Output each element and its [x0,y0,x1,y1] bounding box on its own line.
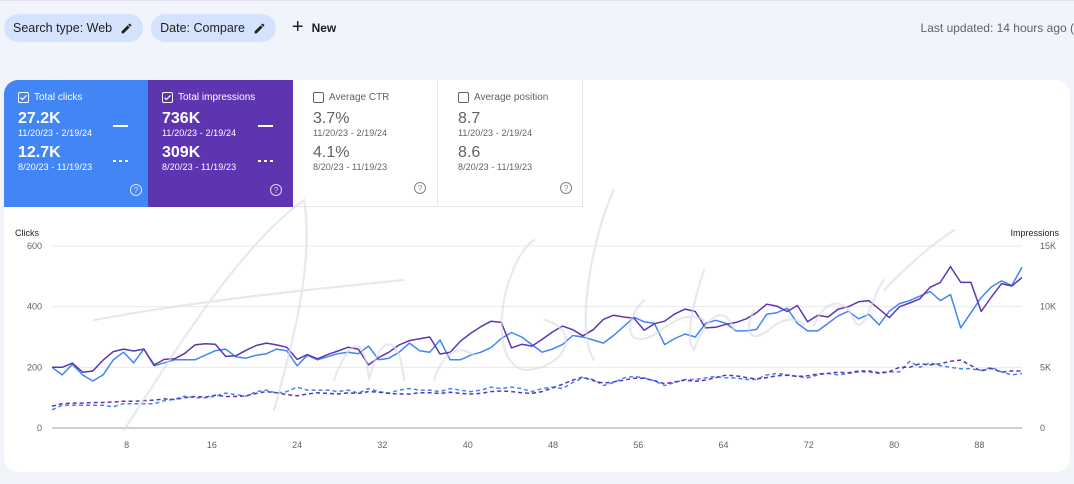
performance-card: Total clicks 27.2K 11/20/23 - 2/19/24 12… [4,80,1070,472]
clicks-solid-series-line [51,266,1023,382]
x-axis-tick-label: 72 [804,440,814,450]
date-chip[interactable]: Date: Compare [151,14,276,42]
metric-total-clicks[interactable]: Total clicks 27.2K 11/20/23 - 2/19/24 12… [4,80,148,207]
x-axis-tick-label: 8 [124,440,129,450]
metric-current-value: 27.2K [18,110,61,127]
help-icon[interactable]: ? [560,182,572,194]
x-axis-tick-label: 16 [207,440,217,450]
x-axis-tick-label: 56 [633,440,643,450]
metric-current-range: 11/20/23 - 2/19/24 [458,128,533,138]
right-axis-tick-label: 15K [1040,241,1056,251]
top-divider [0,0,1074,1]
left-axis-tick-label: 600 [27,241,42,251]
right-axis-tick-label: 10K [1040,302,1056,312]
metric-average-ctr[interactable]: Average CTR 3.7% 11/20/23 - 2/19/24 4.1%… [293,80,438,207]
solid-line-legend-icon [258,125,273,127]
metric-label: Average position [474,91,549,103]
help-icon[interactable]: ? [130,184,142,196]
x-axis-tick-label: 40 [463,440,473,450]
solid-line-legend-icon [113,125,128,127]
metric-current-range: 11/20/23 - 2/19/24 [162,128,237,138]
new-filter-label: New [311,21,337,35]
checkbox-unchecked-icon[interactable] [313,91,324,103]
metric-current-value: 736K [162,110,201,127]
left-axis-tick-label: 0 [37,423,42,433]
metric-previous-range: 8/20/23 - 11/19/23 [162,162,237,172]
clicks-dashed-series-line [51,360,1023,411]
help-icon[interactable]: ? [414,182,426,194]
filter-bar: Search type: Web Date: Compare + New [4,14,344,42]
metric-previous-value: 8.6 [458,144,481,161]
checkbox-unchecked-icon[interactable] [458,91,469,103]
metric-previous-range: 8/20/23 - 11/19/23 [18,162,93,172]
performance-chart[interactable]: 0 200 400 600 0 5K 10K 15K 8 16 24 32 40 48 56 64 72 80 88 [4,226,1070,472]
checkbox-checked-icon[interactable] [162,91,173,103]
metric-current-range: 11/20/23 - 2/19/24 [18,128,93,138]
x-axis-tick-label: 64 [719,440,729,450]
right-axis-tick-label: 0 [1040,423,1045,433]
plus-icon: + [291,16,304,38]
metric-total-impressions[interactable]: Total impressions 736K 11/20/23 - 2/19/2… [148,80,293,207]
metric-previous-value: 309K [162,144,201,161]
x-axis-tick-label: 32 [377,440,387,450]
left-axis-tick-label: 200 [27,362,42,372]
x-axis-tick-label: 88 [974,440,984,450]
help-icon[interactable]: ? [270,184,282,196]
checkbox-checked-icon[interactable] [18,91,29,103]
new-filter-button[interactable]: + New [284,14,344,42]
right-axis-tick-label: 5K [1040,362,1051,372]
dashed-line-legend-icon [113,160,128,162]
metric-label: Total impressions [178,91,256,103]
left-axis-title: Clicks [15,228,39,238]
metric-current-value: 8.7 [458,110,481,127]
x-axis-tick-label: 48 [548,440,558,450]
last-updated-text: Last updated: 14 hours ago ( [920,21,1074,35]
metric-average-position[interactable]: Average position 8.7 11/20/23 - 2/19/24 … [438,80,583,207]
metric-previous-range: 8/20/23 - 11/19/23 [458,162,533,172]
search-type-chip[interactable]: Search type: Web [4,14,144,42]
left-axis-tick-label: 400 [27,302,42,312]
date-label: Date: Compare [160,21,245,35]
metric-current-range: 11/20/23 - 2/19/24 [313,128,388,138]
pencil-icon [254,23,265,33]
metric-previous-range: 8/20/23 - 11/19/23 [313,162,388,172]
metric-previous-value: 4.1% [313,144,350,161]
metric-current-value: 3.7% [313,110,350,127]
pencil-icon [121,23,132,33]
x-axis-tick-label: 80 [889,440,899,450]
impressions-solid-series-line [52,265,1023,373]
metric-previous-value: 12.7K [18,144,61,161]
right-axis-title: Impressions [1010,228,1059,238]
metric-label: Average CTR [329,91,390,103]
dashed-line-legend-icon [258,160,273,162]
metric-label: Total clicks [34,91,83,103]
search-type-label: Search type: Web [13,21,113,35]
x-axis-tick-label: 24 [292,440,302,450]
